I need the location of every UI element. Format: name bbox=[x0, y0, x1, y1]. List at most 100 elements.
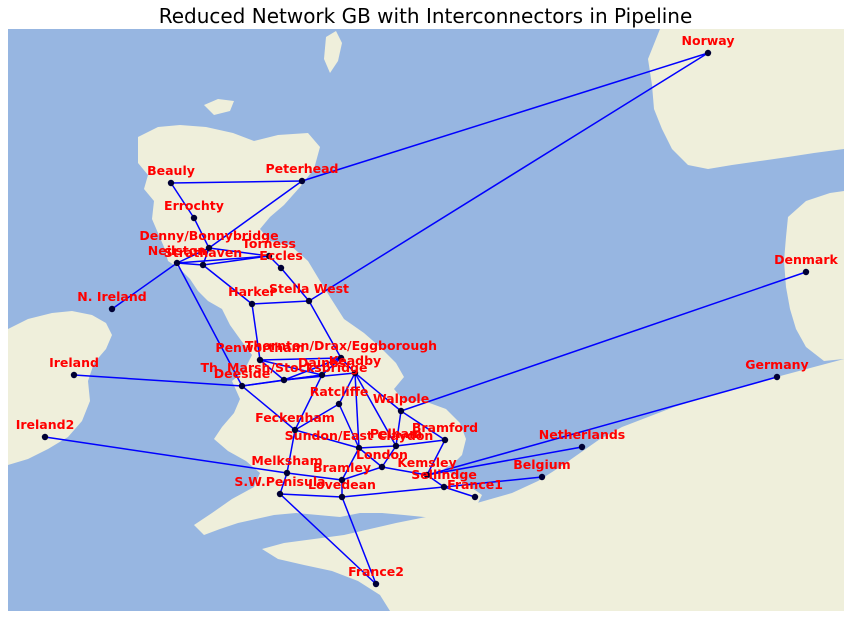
node-label-bramley: Bramley bbox=[313, 460, 371, 475]
node-lovedean[interactable] bbox=[338, 493, 346, 501]
node-sellindge[interactable] bbox=[440, 483, 448, 491]
node-label-keadby: Keadby bbox=[329, 353, 381, 368]
node-label-france1: France1 bbox=[447, 477, 503, 492]
node-peterhead[interactable] bbox=[298, 177, 306, 185]
link-deeside-thmarsh bbox=[241, 379, 285, 387]
node-ireland2[interactable] bbox=[41, 433, 49, 441]
node-denny[interactable] bbox=[205, 244, 213, 252]
land-layer bbox=[8, 29, 844, 611]
node-bramford[interactable] bbox=[441, 436, 449, 444]
network-edges bbox=[44, 52, 807, 585]
link-kemsley-germany bbox=[426, 376, 778, 476]
node-london[interactable] bbox=[378, 463, 386, 471]
map-svg[interactable]: Norway Beauly Peterhead Errochty Denny/Bonny… bbox=[8, 29, 844, 611]
node-errochty[interactable] bbox=[190, 214, 198, 222]
land-great-britain bbox=[138, 125, 482, 535]
node-daines[interactable] bbox=[318, 371, 326, 379]
link-melksham-bramley bbox=[286, 472, 343, 481]
node-label-lovedean: Lovedean bbox=[308, 477, 376, 492]
node-germany[interactable] bbox=[773, 373, 781, 381]
node-walpole[interactable] bbox=[397, 407, 405, 415]
node-label-sundon: Sundon/East Claydon bbox=[285, 428, 434, 443]
node-beauly[interactable] bbox=[167, 179, 175, 187]
link-errochty-denny bbox=[193, 217, 210, 249]
node-label-deeside: Deeside bbox=[214, 366, 270, 381]
node-kemsley[interactable] bbox=[423, 471, 431, 479]
node-label-norway: Norway bbox=[682, 33, 735, 48]
node-label-bramford: Bramford bbox=[412, 420, 478, 435]
node-thornton[interactable] bbox=[337, 354, 345, 362]
node-label-strathaven: Strathaven bbox=[164, 245, 242, 260]
land-ireland bbox=[8, 311, 112, 465]
link-denny-torness bbox=[208, 247, 270, 257]
link-lovedean-sellindge bbox=[341, 486, 445, 498]
node-eccles[interactable] bbox=[277, 264, 285, 272]
link-peterhead-norway bbox=[301, 52, 709, 182]
link-strathaven-harker bbox=[202, 264, 253, 305]
link-kemsley-sellindge bbox=[426, 474, 445, 488]
link-neilston-nireland bbox=[111, 262, 178, 310]
node-bramley[interactable] bbox=[338, 476, 346, 484]
node-label-netherlands: Netherlands bbox=[539, 427, 625, 442]
link-sundon-bramley bbox=[341, 447, 360, 481]
node-label-ratcliffe: Ratcliffe bbox=[310, 384, 369, 399]
node-netherlands[interactable] bbox=[578, 443, 586, 451]
node-swpenisula[interactable] bbox=[276, 490, 284, 498]
link-melksham-swpenisula bbox=[279, 472, 288, 495]
node-ratcliffe[interactable] bbox=[335, 400, 343, 408]
map-frame[interactable]: Norway Beauly Peterhead Errochty Denny/Bonny… bbox=[8, 29, 844, 611]
link-beauly-errochty bbox=[170, 182, 195, 219]
link-thornton-keadby bbox=[340, 357, 356, 374]
node-strathaven[interactable] bbox=[199, 261, 207, 269]
land-orkney bbox=[204, 99, 234, 115]
link-london-bramley bbox=[341, 466, 383, 481]
node-thmarsh[interactable] bbox=[280, 376, 288, 384]
network-labels: Norway Beauly Peterhead Errochty Denny/Bonny… bbox=[16, 33, 839, 579]
link-kemsley-netherlands bbox=[426, 446, 583, 476]
link-walpole-denmark bbox=[400, 271, 807, 412]
node-feckenham[interactable] bbox=[291, 426, 299, 434]
link-feckenham-sundon bbox=[294, 429, 360, 449]
node-label-walpole: Walpole bbox=[373, 391, 429, 406]
node-label-neilston: Neilston bbox=[148, 243, 206, 258]
link-eccles-stellawest bbox=[280, 267, 310, 302]
node-belgium[interactable] bbox=[538, 473, 546, 481]
link-thornton-daines bbox=[321, 357, 342, 376]
land-denmark bbox=[784, 191, 844, 361]
node-harker[interactable] bbox=[248, 300, 256, 308]
node-label-penwortham: Penwortham bbox=[215, 340, 304, 355]
node-france2[interactable] bbox=[372, 580, 380, 588]
link-sellindge-france1 bbox=[443, 486, 476, 498]
node-sundon[interactable] bbox=[355, 444, 363, 452]
link-swpenisula-france2 bbox=[279, 493, 377, 585]
node-pelham[interactable] bbox=[392, 442, 400, 450]
node-neilston[interactable] bbox=[173, 259, 181, 267]
link-melksham-ireland2 bbox=[44, 436, 288, 474]
link-beauly-peterhead bbox=[170, 180, 303, 184]
link-keadby-ratcliffe bbox=[338, 372, 356, 405]
link-deeside-ireland bbox=[73, 374, 243, 387]
link-deeside-feckenham bbox=[241, 385, 296, 431]
node-france1[interactable] bbox=[471, 493, 479, 501]
node-norway[interactable] bbox=[704, 49, 712, 57]
link-ratcliffe-sundon bbox=[338, 403, 360, 449]
node-label-thornton: Thornton/Drax/Eggborough bbox=[245, 338, 437, 353]
link-walpole-pelham bbox=[395, 410, 402, 447]
node-label-swpenisula: S.W.Penisula bbox=[234, 474, 325, 489]
node-penwortham[interactable] bbox=[256, 356, 264, 364]
link-bramford-kemsley bbox=[426, 439, 446, 476]
node-deeside[interactable] bbox=[238, 382, 246, 390]
node-melksham[interactable] bbox=[283, 469, 291, 477]
node-nireland[interactable] bbox=[108, 305, 116, 313]
node-denmark[interactable] bbox=[802, 268, 810, 276]
node-stellawest[interactable] bbox=[305, 297, 313, 305]
node-keadby[interactable] bbox=[351, 369, 359, 377]
node-ireland[interactable] bbox=[70, 371, 78, 379]
link-walpole-bramford bbox=[400, 410, 446, 441]
link-harker-stellawest bbox=[251, 300, 310, 305]
node-label-eccles: Eccles bbox=[259, 248, 303, 263]
link-pelham-bramford bbox=[395, 439, 446, 447]
node-torness[interactable] bbox=[265, 252, 273, 260]
node-label-stellawest: Stella West bbox=[269, 281, 349, 296]
link-peterhead-denny bbox=[208, 180, 303, 249]
